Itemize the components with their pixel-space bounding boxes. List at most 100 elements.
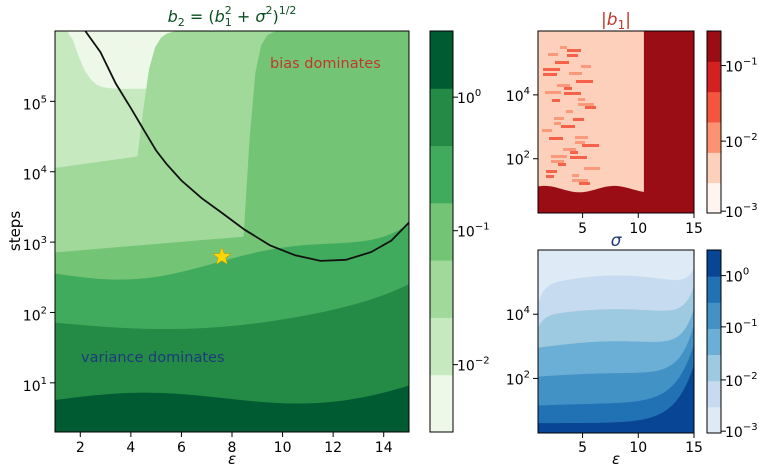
b1-noise-patch (567, 54, 578, 57)
sigma-colorbar-level-3 (707, 328, 721, 356)
b1-noise-patch (551, 160, 564, 163)
b1-noise-patch (564, 87, 572, 90)
main-x-tick-label: 4 (126, 440, 135, 456)
b1-noise-patch (551, 155, 567, 158)
b1-noise-patch (548, 53, 558, 56)
b1-noise-patch (560, 46, 567, 49)
b1-colorbar-level-1 (707, 152, 721, 184)
main-colorbar-level-6 (430, 31, 453, 89)
b1-noise-patch (573, 118, 584, 121)
main-colorbar-tick-label: 100 (457, 88, 481, 107)
sigma-x-tick-label: 15 (685, 440, 703, 456)
b1-noise-patch (564, 92, 581, 95)
b1-noise-patch (561, 125, 575, 128)
main-colorbar-frame (429, 30, 454, 433)
sigma-colorbar: 100 10−1 10−2 10−3 (706, 249, 758, 441)
b1-colorbar: 10−1 10−2 10−3 (706, 30, 758, 221)
b1-noise-patch (562, 69, 568, 72)
b1-noise-patch (553, 178, 568, 181)
main-title-b1-sup: 2 (225, 4, 232, 17)
main-title-b1-sub: 1 (225, 16, 232, 29)
b1-colorbar-frame (706, 30, 722, 214)
b1-noise-patch (583, 83, 595, 86)
main-colorbar-level-1 (430, 317, 453, 376)
b1-y-ticks: 102 104 (506, 86, 538, 169)
b1-noise-patch (542, 129, 552, 132)
main-colorbar-tick-label: 10−1 (457, 222, 490, 241)
b1-noise-patch (552, 99, 560, 102)
b1-noise-patch (571, 95, 583, 98)
b1-contour-levels (538, 31, 694, 213)
main-colorbar-level-5 (430, 88, 453, 147)
sigma-title: σ (611, 231, 623, 251)
b1-bottom-band (538, 185, 694, 213)
b1-noise-patch (584, 167, 600, 170)
sigma-y-ticks: 102 104 (506, 305, 538, 388)
sigma-plot-frame (537, 249, 695, 434)
b1-colorbar-level-4 (707, 61, 721, 93)
main-colorbar-level-4 (430, 145, 453, 204)
b1-noise-patch (574, 57, 580, 60)
b1-noise-patch (569, 72, 582, 75)
sigma-colorbar-frame (706, 249, 722, 434)
sigma-colorbar-tick-label: 10−1 (725, 318, 758, 337)
sigma-level-band-6 (538, 365, 694, 433)
b1-noise-patch (558, 163, 566, 166)
b1-colorbar-level-3 (707, 91, 721, 123)
b1-noise-patch (543, 73, 557, 76)
sigma-colorbar-level-4 (707, 302, 721, 329)
b1-x-tick-label: 5 (578, 221, 587, 237)
b1-noise-patch (585, 106, 596, 109)
b1-noise-patch (572, 174, 579, 177)
b1-noise-patch (566, 110, 573, 113)
b1-level-band-1 (538, 31, 644, 213)
main-y-ticks: 101 102 103 104 105 (23, 94, 55, 395)
b1-colorbar-tick-label: 10−2 (725, 132, 758, 151)
main-title-close: ) (272, 7, 278, 26)
sigma-colorbar-level-0 (707, 406, 721, 434)
b1-x-ticks: 5 10 15 (578, 213, 703, 237)
bias-variance-boundary-curve (84, 30, 410, 262)
b1-noise-patch (567, 49, 581, 52)
main-x-axis-label: ε (228, 450, 236, 466)
b1-noise-patch (570, 151, 578, 154)
b1-colorbar-level-5 (707, 31, 721, 62)
b1-noise-patch (549, 137, 563, 140)
main-title-eq: = ( (185, 7, 215, 26)
main-heatmap-panel: bias dominates variance dominates 2 4 6 8 10… (6, 4, 410, 466)
sigma-x-axis-label: ε (612, 450, 620, 466)
main-y-tick-label: 105 (23, 94, 47, 113)
sigma-colorbar-tick-label: 10−2 (725, 371, 758, 390)
main-x-tick-label: 6 (177, 440, 186, 456)
b1-colorbar-level-0 (707, 182, 721, 214)
b1-y-tick-label: 102 (506, 150, 530, 169)
b1-noise-patch (577, 159, 589, 162)
b1-noise-patch (583, 88, 592, 91)
main-y-tick-label: 102 (23, 305, 47, 324)
b1-noise-patch (541, 50, 556, 53)
sigma-colorbar-tick-label: 10−3 (725, 422, 758, 441)
b1-x-tick-label: 10 (629, 221, 647, 237)
b1-colorbar-tick-label: 10−1 (725, 57, 758, 76)
main-x-tick-label: 2 (76, 440, 85, 456)
b1-plot-frame (537, 30, 695, 214)
b1-noise-patch (568, 133, 574, 136)
b1-title-bar: | (625, 10, 631, 30)
b1-noise-patch (544, 152, 553, 155)
b1-colorbar-level-2 (707, 122, 721, 153)
b1-noise-patch (578, 98, 585, 101)
b1-noise-patch (547, 114, 562, 117)
b1-noise-patch (562, 64, 571, 67)
b1-noise-patch (575, 136, 588, 139)
b1-colorbar-tick-label: 10−3 (725, 202, 758, 221)
b1-noise-patch (557, 84, 570, 87)
b1-noise-patch (563, 148, 576, 151)
b1-noise-patch (545, 91, 561, 94)
main-x-tick-label: 10 (274, 440, 292, 456)
sigma-x-tick-label: 10 (629, 440, 647, 456)
main-contour-levels (55, 31, 409, 432)
main-y-axis-label: steps (6, 211, 24, 251)
b1-noise-patch (572, 179, 588, 182)
sigma-colorbar-tick-label: 100 (725, 267, 749, 286)
sigma-colorbar-level-6 (707, 250, 721, 277)
